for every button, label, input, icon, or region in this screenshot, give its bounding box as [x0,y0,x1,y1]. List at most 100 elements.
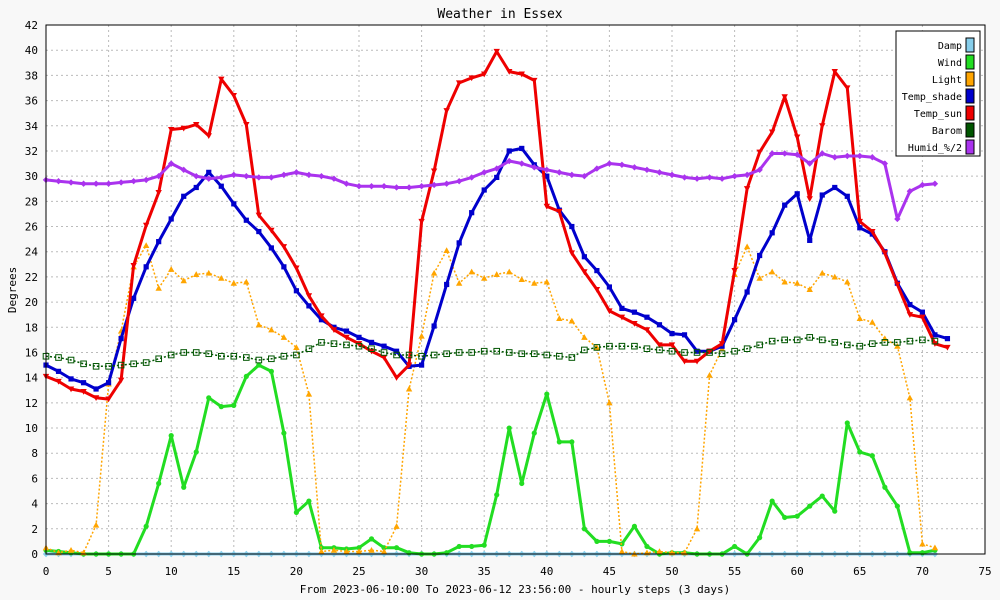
wind-point [631,523,638,529]
humid-2-point [155,172,162,180]
humid-2-point [593,165,601,172]
barom-point [505,349,513,356]
humid-2-point [643,166,651,174]
temp-shade-point [231,201,237,207]
x-tick-label: 15 [227,565,240,578]
barom-point [405,351,413,359]
temp-shade-point [93,386,99,392]
temp-shade-point [932,332,938,338]
y-tick-label: 42 [25,19,38,32]
wind-point [306,498,312,504]
temp-shade-point [694,348,700,354]
light-point [280,334,288,340]
humid-2-point [731,172,738,180]
temp-sun-point [243,121,250,128]
temp-sun-point [105,396,112,403]
light-point [919,540,926,547]
wind-point [519,480,525,487]
legend-label-light: Light [932,75,962,86]
temp-sun-point [568,250,576,257]
temp-sun-point [944,344,951,351]
temp-shade-point [281,264,287,270]
temp-sun-point [155,189,162,196]
y-tick-label: 14 [25,372,39,385]
x-tick-label: 65 [853,565,866,578]
barom-point [380,349,388,356]
humid-2-series [42,150,939,223]
light-point [556,315,563,322]
legend-label-humid-2: Humid_%/2 [908,143,962,154]
humid-2-point [268,174,275,181]
temp-shade-point [656,322,663,328]
wind-point [544,391,550,397]
humid-2-point [919,181,926,189]
y-axis-label: Degrees [6,267,19,313]
chart-title: Weather in Essex [437,7,562,22]
legend-label-barom: Barom [932,126,962,137]
light-point [92,521,100,528]
humid-2-point [468,174,475,181]
y-tick-label: 22 [25,271,38,284]
barom-point [167,351,175,359]
barom-point [418,352,425,360]
light-point [230,280,237,286]
temp-shade-point [368,339,375,345]
humid-2-point [806,160,813,167]
wind-point [794,513,800,519]
wind-point [268,368,274,374]
humid-2-point [243,172,250,180]
light-point [806,286,813,293]
barom-point [919,336,926,344]
humid-2-point [743,171,751,179]
humid-2-point [318,172,325,180]
humid-2-point [568,171,576,179]
temp-shade-point [619,305,625,311]
legend-swatch-temp-shade [965,88,975,104]
humid-2-point [193,172,200,180]
humid-2-point [506,157,513,165]
temp-sun-point [330,327,338,334]
legend-label-damp: Damp [938,41,962,52]
temp-shade-point [118,336,124,342]
light-point [531,280,538,286]
wind-point [644,543,650,550]
temp-sun-point [731,268,738,274]
y-tick-label: 8 [31,447,38,460]
barom-point [743,345,751,352]
light-point [506,268,513,275]
humid-2-point [168,160,175,167]
temp-shade-point [782,202,788,208]
temp-shade-point [919,309,925,315]
y-tick-label: 26 [25,221,38,234]
barom-point [793,336,801,344]
wind-point [819,493,825,499]
humid-2-point [405,184,413,191]
humid-2-point [844,152,851,160]
temp-shade-point [681,332,688,338]
temp-shade-point [644,314,650,320]
barom-point [681,349,688,356]
humid-2-point [819,150,826,157]
temp-sun-point [844,85,851,92]
barom-point [931,337,939,345]
humid-2-point [117,179,125,186]
light-point [268,326,275,333]
temp-sun-series [42,48,951,403]
wind-point [757,535,763,541]
wind-point [168,433,174,439]
barom-point [606,342,613,350]
humid-2-point [831,154,838,161]
temp-shade-point [769,230,775,236]
barom-point [368,345,375,352]
barom-point [568,354,576,361]
barom-point [355,342,363,350]
light-line [45,244,936,555]
light-point [768,268,776,275]
y-tick-label: 2 [31,523,38,536]
humid-2-point [693,175,701,182]
wind-point [919,550,926,556]
humid-2-point [368,183,375,190]
temp-shade-point [757,252,763,259]
temp-shade-point [519,145,525,152]
humid-2-point [906,188,914,195]
